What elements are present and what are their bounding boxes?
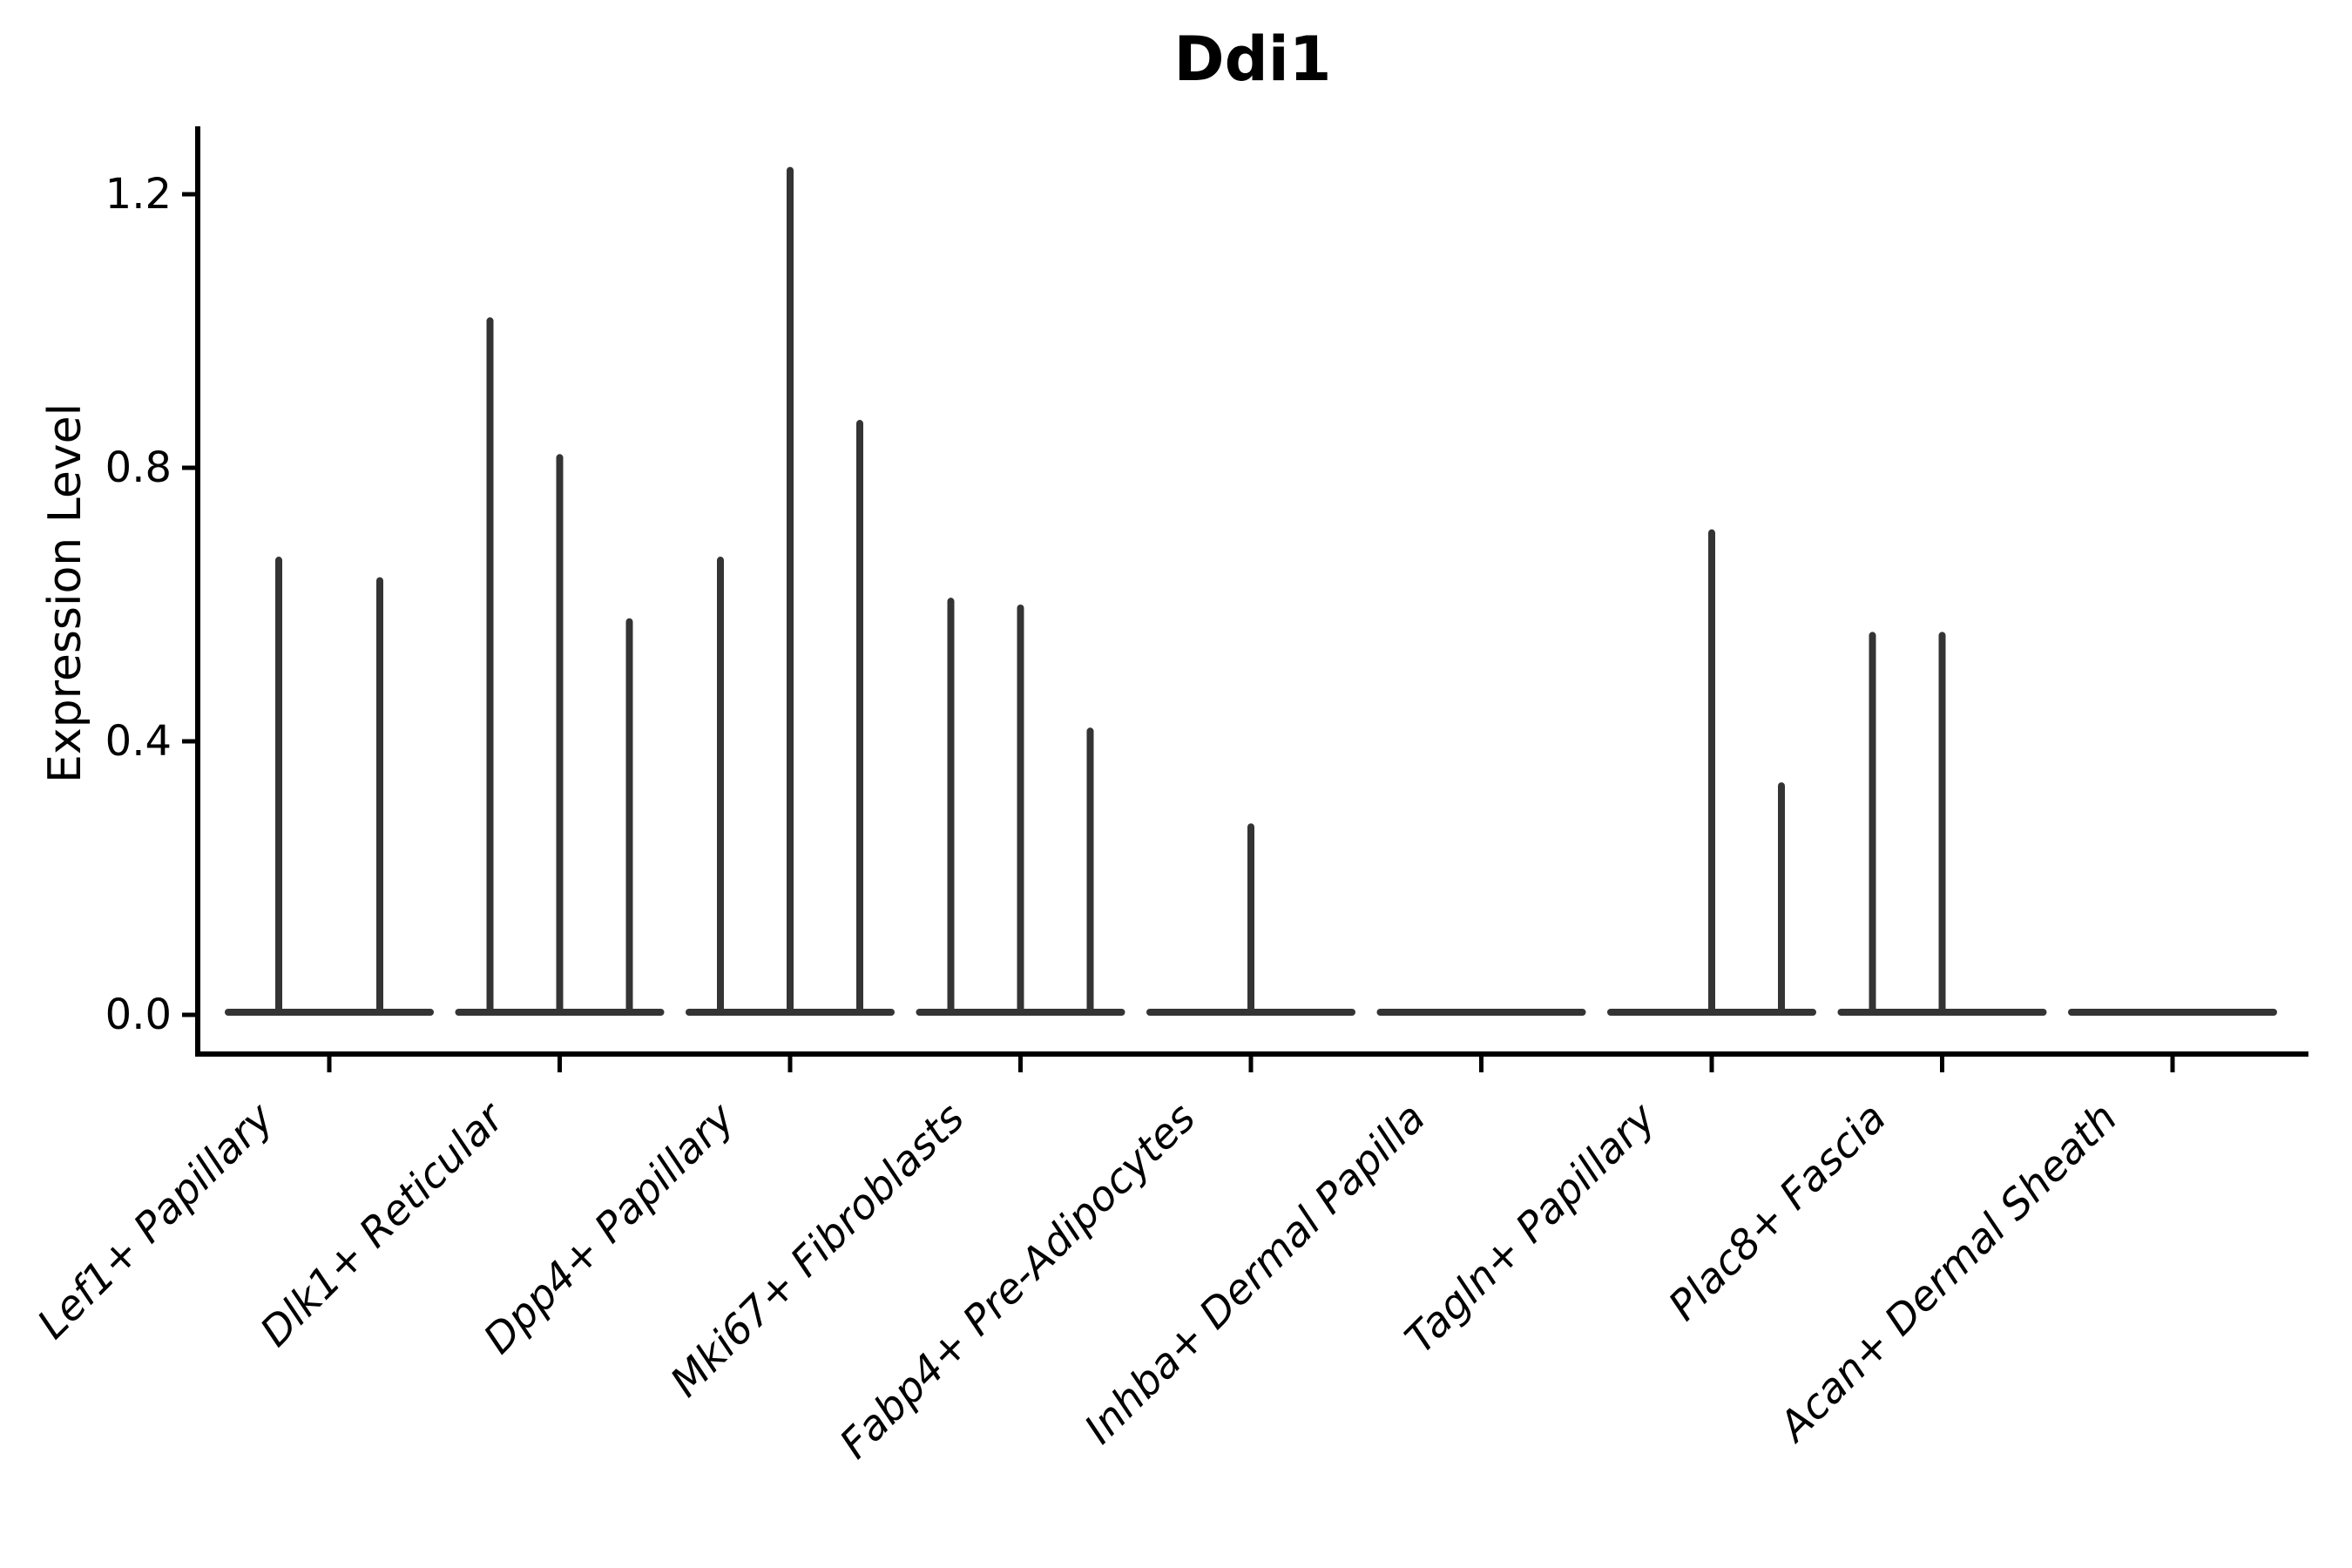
chart-title: Ddi1 [1173, 24, 1332, 95]
y-tick-label: 0.0 [105, 990, 172, 1039]
y-tick-label: 0.8 [105, 443, 172, 492]
y-tick-label: 0.4 [105, 717, 172, 766]
y-axis-title: Expression Level [39, 402, 91, 784]
y-tick-label: 1.2 [105, 170, 172, 219]
